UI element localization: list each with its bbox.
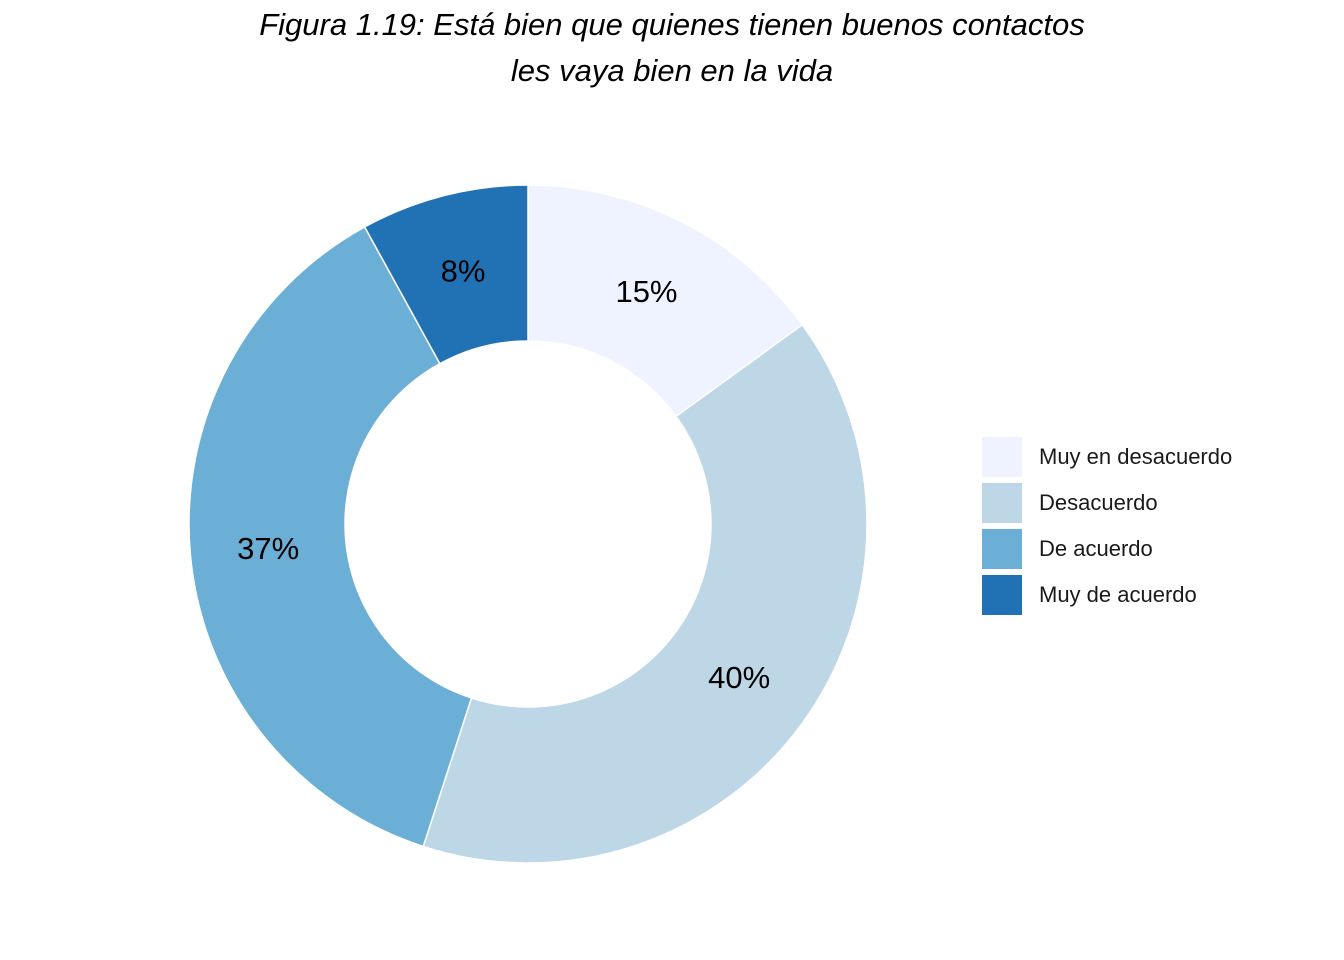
legend-item: Muy de acuerdo [982,572,1232,618]
donut-slice [422,323,868,864]
legend-label: Muy en desacuerdo [1039,444,1233,469]
legend-swatch [982,575,1022,615]
chart-title-line-1: Figura 1.19: Está bien que quienes tiene… [259,7,1085,42]
legend-item: De acuerdo [982,526,1232,572]
chart-title: Figura 1.19: Está bien que quienes tiene… [0,0,1344,94]
donut-slice [527,184,804,418]
slice-label: 40% [708,660,770,695]
legend-swatch [982,529,1022,569]
donut-slice-labels: 15% 40% 37% 8% [237,254,770,695]
legend-label: De acuerdo [1039,536,1153,561]
legend-swatch [982,483,1022,523]
legend-swatch [982,437,1022,477]
slice-label: 37% [237,531,299,566]
slice-label: 8% [441,254,486,289]
chart-title-line-2: les vaya bien en la vida [510,53,834,88]
legend-item: Desacuerdo [982,480,1232,526]
donut-slice [188,225,473,848]
legend: Muy en desacuerdo Desacuerdo De acuerdo … [982,434,1232,618]
donut-slices [188,184,868,864]
legend-item: Muy en desacuerdo [982,434,1232,480]
legend-label: Desacuerdo [1039,490,1158,515]
legend-label: Muy de acuerdo [1039,582,1197,607]
slice-label: 15% [615,274,677,309]
donut-slice [363,184,529,365]
